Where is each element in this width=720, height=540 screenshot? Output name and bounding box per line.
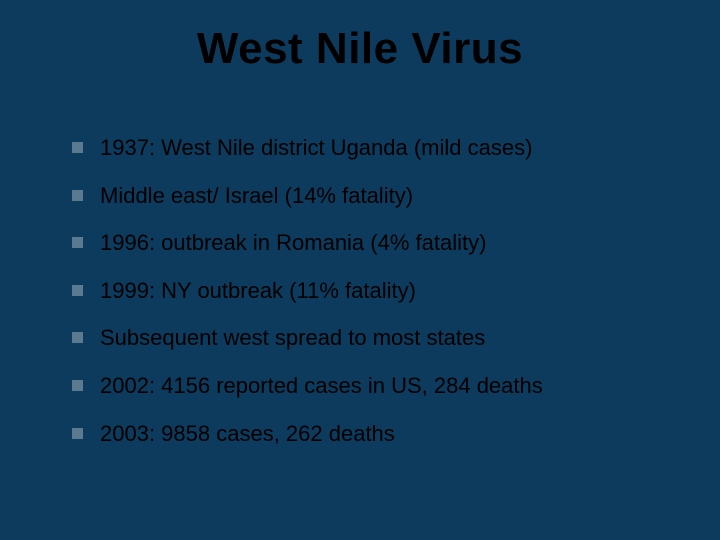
- list-item: 1937: West Nile district Uganda (mild ca…: [72, 134, 670, 163]
- list-item: 1996: outbreak in Romania (4% fatality): [72, 229, 670, 258]
- list-item: 2003: 9858 cases, 262 deaths: [72, 420, 670, 449]
- bullet-list: 1937: West Nile district Uganda (mild ca…: [50, 134, 670, 448]
- list-item: 1999: NY outbreak (11% fatality): [72, 277, 670, 306]
- list-item: Middle east/ Israel (14% fatality): [72, 182, 670, 211]
- slide-title: West Nile Virus: [50, 24, 670, 74]
- slide: West Nile Virus 1937: West Nile district…: [0, 0, 720, 540]
- list-item: Subsequent west spread to most states: [72, 324, 670, 353]
- list-item: 2002: 4156 reported cases in US, 284 dea…: [72, 372, 670, 401]
